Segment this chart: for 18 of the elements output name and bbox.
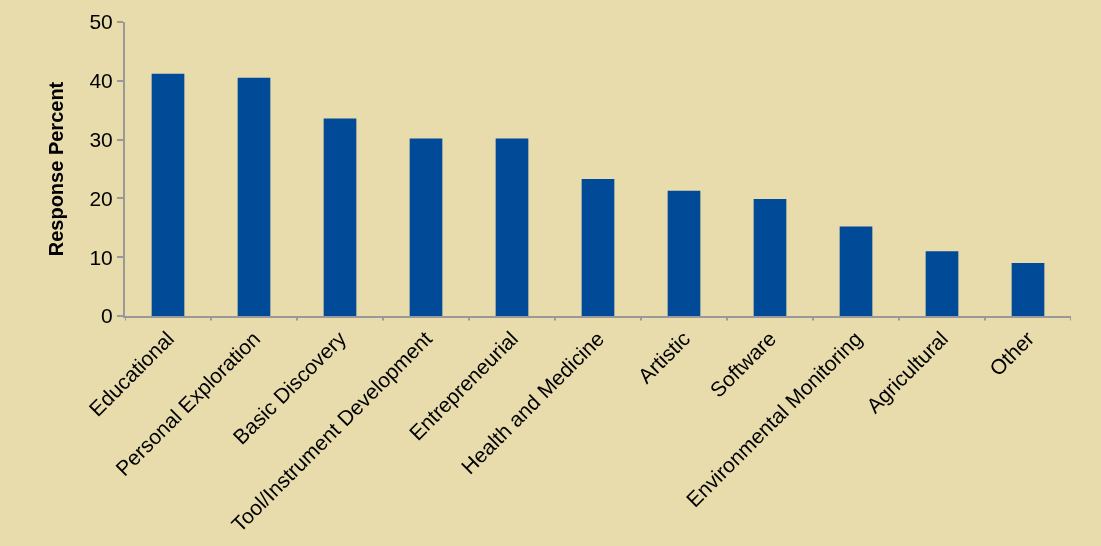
bar: [581, 179, 615, 316]
y-tick-label: 50: [89, 10, 113, 34]
y-axis-title: Response Percent: [45, 81, 68, 257]
y-tick-label: 0: [101, 304, 113, 328]
y-tick-label: 20: [89, 186, 113, 210]
y-tick-label: 30: [89, 127, 113, 151]
bar: [495, 138, 529, 316]
y-tick-label: 10: [89, 245, 113, 269]
bar: [667, 190, 701, 316]
bar: [237, 77, 271, 316]
bar: [839, 226, 873, 316]
bar: [409, 138, 443, 316]
bar: [323, 118, 357, 316]
bar: [151, 73, 185, 316]
y-tick-label: 40: [89, 69, 113, 93]
bar: [925, 251, 959, 316]
bar: [753, 198, 787, 316]
bar: [1011, 263, 1045, 316]
